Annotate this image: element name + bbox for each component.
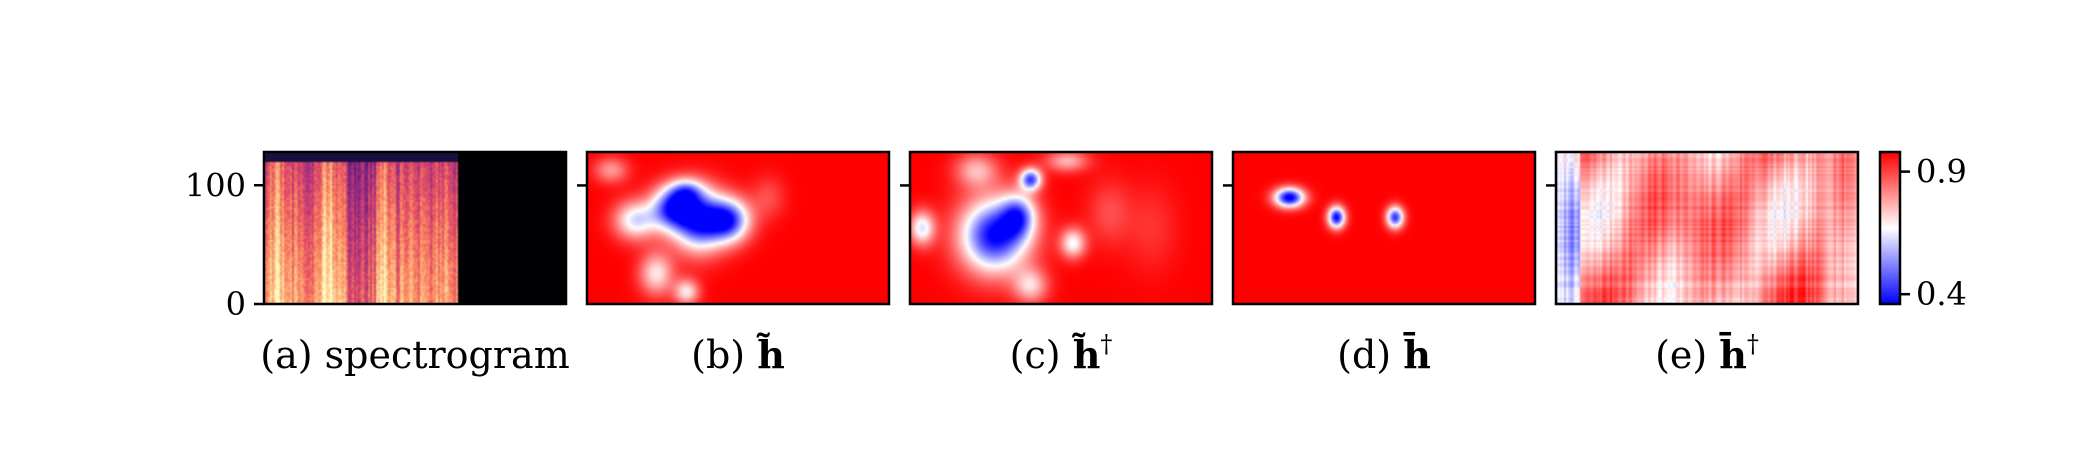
- panel-b-caption: (b) h̃: [691, 332, 785, 377]
- panel-b-image: [587, 152, 889, 304]
- caption-dagger: †: [1100, 330, 1112, 358]
- caption-prefix: (c): [1010, 333, 1073, 377]
- panel-e-image: [1556, 152, 1858, 304]
- panel-c-frame: [908, 150, 1214, 306]
- colorbar-tick-label: 0.9: [1916, 153, 1967, 191]
- panel-c-image: [910, 152, 1212, 304]
- colorbar-gradient: [1880, 152, 1900, 304]
- panel-b-frame: [585, 150, 891, 306]
- caption-prefix: (d): [1337, 333, 1403, 377]
- panel-c-caption: (c) h̃†: [1010, 330, 1113, 377]
- caption-prefix: (b): [691, 333, 757, 377]
- caption-dagger: †: [1747, 330, 1759, 358]
- colorbar-frame: [1878, 150, 1902, 306]
- panel-d-image: [1233, 152, 1535, 304]
- colorbar: 0.9 0.4: [1878, 150, 1967, 313]
- caption-prefix: (a): [260, 333, 324, 377]
- panel-a-frame: [262, 150, 568, 306]
- caption-symbol: h̄: [1403, 332, 1431, 377]
- panel-a-caption: (a) spectrogram: [260, 333, 569, 377]
- panel-e-frame: [1554, 150, 1860, 306]
- panel-d-frame: [1231, 150, 1537, 306]
- panel-e-caption: (e) h̄†: [1655, 330, 1759, 377]
- panel-a-image: [264, 152, 566, 304]
- y-tick-label: 100: [185, 166, 246, 204]
- colorbar-tick-label: 0.4: [1916, 275, 1967, 313]
- y-tick-label: 0: [226, 285, 246, 323]
- caption-symbol: h̄: [1719, 332, 1747, 377]
- caption-symbol: h̃: [756, 332, 785, 377]
- caption-symbol: h̃: [1071, 332, 1100, 377]
- caption-text: spectrogram: [325, 333, 570, 377]
- caption-prefix: (e): [1655, 333, 1719, 377]
- panel-d-caption: (d) h̄: [1337, 332, 1431, 377]
